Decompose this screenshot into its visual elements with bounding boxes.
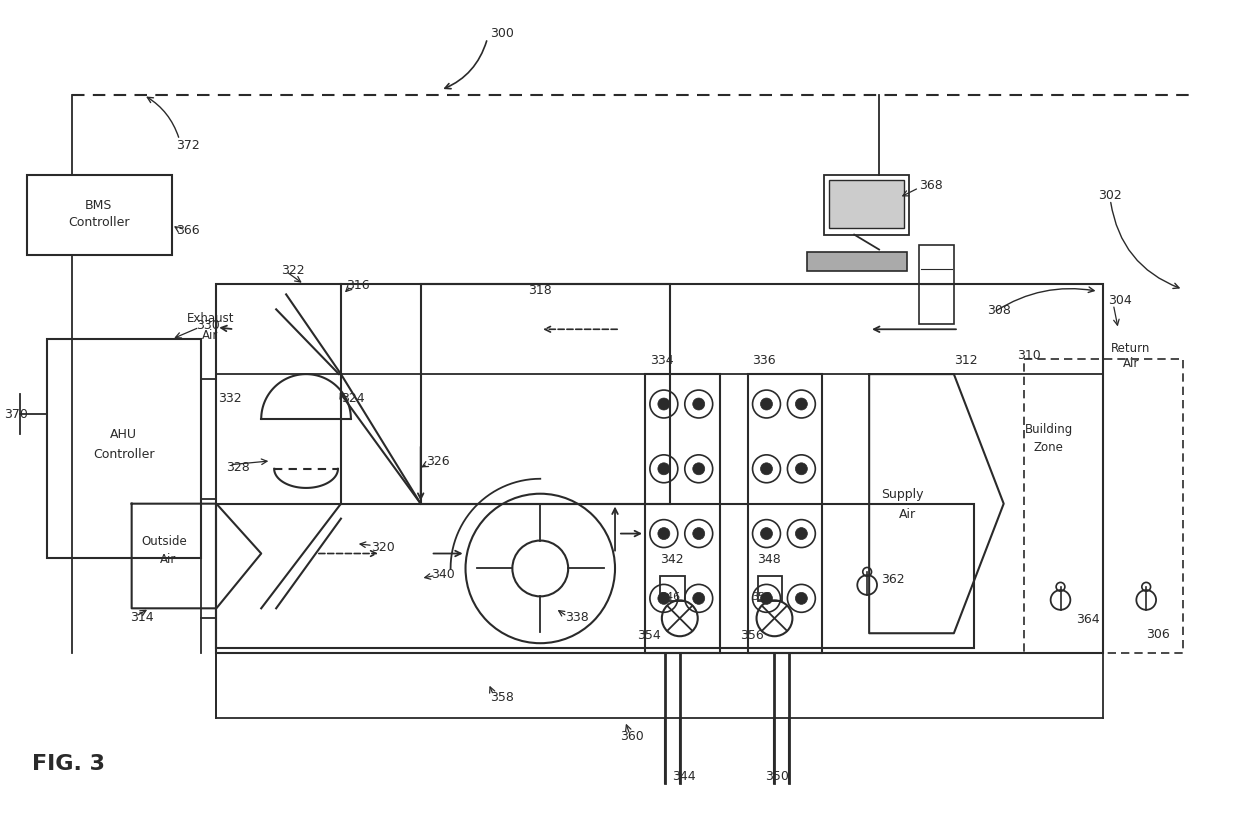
Text: 354: 354 <box>637 628 660 641</box>
Text: Air: Air <box>1124 356 1140 369</box>
Text: 306: 306 <box>1146 627 1170 640</box>
Text: 350: 350 <box>766 769 789 782</box>
Text: 368: 368 <box>919 179 943 192</box>
Bar <box>421 285 670 504</box>
Text: 304: 304 <box>1109 293 1132 306</box>
Text: 332: 332 <box>218 391 242 404</box>
Text: 362: 362 <box>881 572 904 586</box>
Text: 310: 310 <box>1017 348 1041 361</box>
Circle shape <box>658 464 670 475</box>
Text: 328: 328 <box>227 461 250 473</box>
Text: 338: 338 <box>565 610 589 623</box>
Text: 322: 322 <box>281 264 305 277</box>
Text: Air: Air <box>202 328 218 342</box>
Text: BMS: BMS <box>85 199 113 212</box>
Bar <box>757 577 783 602</box>
Circle shape <box>795 528 808 540</box>
Circle shape <box>658 399 670 410</box>
Circle shape <box>795 464 808 475</box>
Text: 314: 314 <box>130 610 154 623</box>
Bar <box>919 245 954 325</box>
Text: 318: 318 <box>528 283 553 296</box>
Circle shape <box>693 399 705 410</box>
Bar <box>824 175 909 235</box>
Bar <box>808 252 907 272</box>
Text: FIG. 3: FIG. 3 <box>32 753 105 773</box>
Text: 312: 312 <box>954 353 978 366</box>
Text: 334: 334 <box>650 353 674 366</box>
Text: 358: 358 <box>491 690 514 703</box>
Text: 372: 372 <box>176 139 201 152</box>
Circle shape <box>761 528 772 540</box>
Bar <box>747 374 823 654</box>
Text: 342: 342 <box>660 552 684 565</box>
Bar <box>217 285 1104 654</box>
Bar <box>27 175 171 256</box>
Text: 370: 370 <box>4 408 28 421</box>
Bar <box>217 504 974 649</box>
Text: AHU: AHU <box>110 428 138 441</box>
Text: 366: 366 <box>176 224 201 237</box>
Text: Building: Building <box>1025 423 1073 436</box>
Text: 320: 320 <box>370 541 394 554</box>
Text: 348: 348 <box>757 552 782 565</box>
Text: 336: 336 <box>752 353 776 366</box>
Text: 308: 308 <box>986 304 1011 316</box>
Circle shape <box>693 528 705 540</box>
Text: 352: 352 <box>751 591 772 602</box>
Text: 364: 364 <box>1077 612 1100 625</box>
Circle shape <box>795 399 808 410</box>
Text: Air: Air <box>160 552 176 565</box>
Text: Outside: Outside <box>141 535 187 547</box>
Text: 302: 302 <box>1098 189 1123 202</box>
Bar <box>47 340 202 559</box>
Text: 330: 330 <box>197 319 221 332</box>
Text: 326: 326 <box>426 455 450 468</box>
Text: 340: 340 <box>431 568 455 580</box>
Text: 346: 346 <box>659 591 680 602</box>
Circle shape <box>658 593 670 604</box>
Bar <box>660 577 685 602</box>
Circle shape <box>761 593 772 604</box>
Text: 324: 324 <box>341 391 364 404</box>
Circle shape <box>761 464 772 475</box>
Bar <box>829 180 904 229</box>
Text: Controller: Controller <box>93 448 155 461</box>
Text: Supply: Supply <box>881 487 923 500</box>
Text: 360: 360 <box>620 730 644 743</box>
Bar <box>1023 360 1183 654</box>
Text: Air: Air <box>900 508 916 521</box>
Text: 300: 300 <box>491 27 514 40</box>
Text: 316: 316 <box>346 278 369 292</box>
Text: 356: 356 <box>740 628 763 641</box>
Text: 344: 344 <box>672 769 695 782</box>
Circle shape <box>658 528 670 540</box>
Circle shape <box>693 593 705 604</box>
Text: Zone: Zone <box>1033 441 1063 454</box>
Circle shape <box>693 464 705 475</box>
Circle shape <box>795 593 808 604</box>
Circle shape <box>761 399 772 410</box>
Bar <box>646 374 720 654</box>
Text: Return: Return <box>1111 342 1151 355</box>
Text: Controller: Controller <box>68 216 130 229</box>
Text: Exhaust: Exhaust <box>187 311 234 324</box>
